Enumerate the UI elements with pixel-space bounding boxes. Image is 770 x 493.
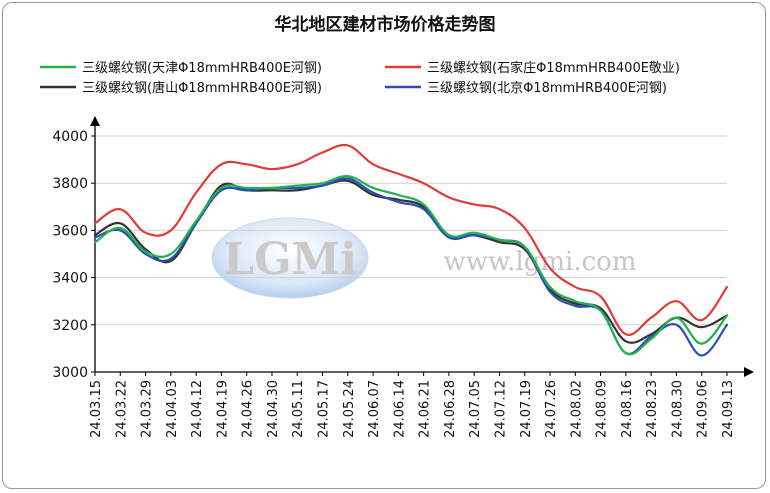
y-tick-label: 3000 xyxy=(52,365,88,381)
series-line-1 xyxy=(93,175,729,356)
y-tick-label: 3800 xyxy=(52,176,88,192)
y-axis-ticks: 3000 3200 3400 3600 3800 4000 xyxy=(52,129,95,381)
x-tick-label: 24.03.29 xyxy=(140,380,155,438)
x-axis-ticks: 24.03.15 24.03.22 24.03.29 24.04.03 24.04.12… xyxy=(89,372,736,438)
x-tick-label: 24.08.30 xyxy=(670,380,685,438)
x-axis-arrow-icon xyxy=(744,367,754,377)
x-tick-label: 24.06.21 xyxy=(418,380,433,438)
legend-label: 三级螺纹钢(北京Φ18mmHRB400E河钢) xyxy=(427,81,667,96)
y-tick-label: 3400 xyxy=(52,271,88,287)
x-tick-label: 24.04.30 xyxy=(266,380,281,438)
x-tick-label: 24.04.19 xyxy=(215,380,230,438)
x-tick-label: 24.05.24 xyxy=(342,380,357,438)
x-tick-label: 24.05.17 xyxy=(317,380,332,438)
x-tick-label: 24.04.12 xyxy=(190,380,205,438)
x-tick-label: 24.08.02 xyxy=(569,380,584,438)
series-line-2 xyxy=(93,143,729,336)
y-tick-label: 3200 xyxy=(52,318,88,334)
legend-label: 三级螺纹钢(天津Φ18mmHRB400E河钢) xyxy=(82,61,322,76)
series-lines xyxy=(93,143,729,357)
chart-title: 华北地区建材市场价格走势图 xyxy=(275,14,496,35)
x-tick-label: 24.07.19 xyxy=(519,380,534,438)
y-axis-arrow-icon xyxy=(90,116,100,126)
x-tick-label: 24.03.22 xyxy=(114,380,129,438)
y-tick-label: 3600 xyxy=(52,223,88,239)
x-tick-label: 24.03.15 xyxy=(89,380,104,438)
x-tick-label: 24.04.03 xyxy=(165,380,180,438)
grid xyxy=(95,135,727,326)
axes xyxy=(90,116,754,377)
x-tick-label: 24.09.13 xyxy=(721,380,736,438)
legend: 三级螺纹钢(天津Φ18mmHRB400E河钢) 三级螺纹钢(石家庄Φ18mmHRB… xyxy=(40,60,680,96)
x-tick-label: 24.07.05 xyxy=(468,380,483,438)
x-tick-label: 24.07.26 xyxy=(544,380,559,438)
x-tick-label: 24.08.16 xyxy=(620,380,635,438)
svg-text:LGMi: LGMi xyxy=(223,234,357,285)
x-tick-label: 24.09.06 xyxy=(696,380,711,438)
legend-label: 三级螺纹钢(石家庄Φ18mmHRB400E敬业) xyxy=(427,60,680,76)
legend-label: 三级螺纹钢(唐山Φ18mmHRB400E河钢) xyxy=(82,80,322,96)
x-tick-label: 24.06.14 xyxy=(392,380,407,438)
x-tick-label: 24.06.07 xyxy=(367,380,382,438)
x-tick-label: 24.06.28 xyxy=(443,380,458,438)
x-tick-label: 24.04.26 xyxy=(241,380,256,438)
y-tick-label: 4000 xyxy=(52,129,88,145)
x-tick-label: 24.08.23 xyxy=(645,380,660,438)
x-tick-label: 24.05.11 xyxy=(291,380,306,438)
x-tick-label: 24.07.12 xyxy=(493,380,508,438)
x-tick-label: 24.08.09 xyxy=(595,380,610,438)
